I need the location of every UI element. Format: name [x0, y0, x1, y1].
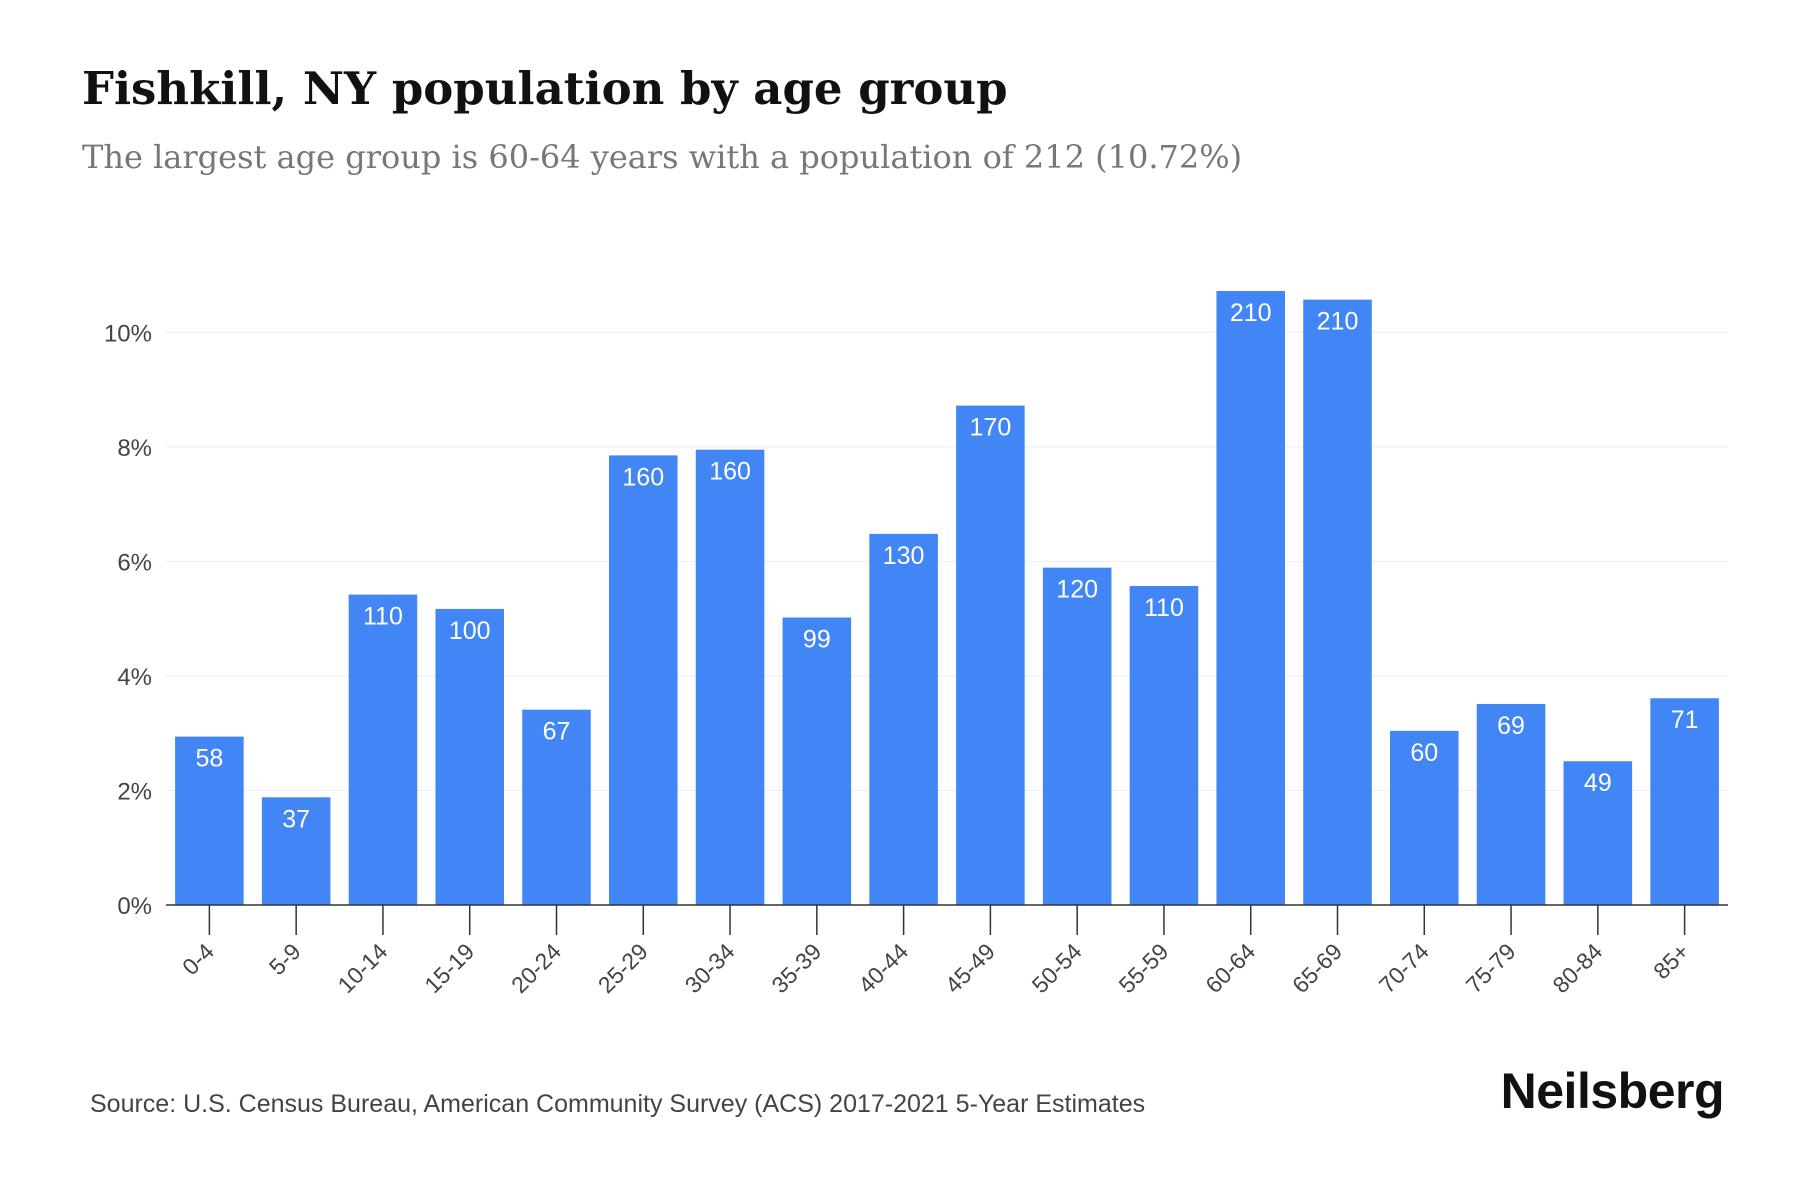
bar — [1650, 698, 1719, 905]
x-tick-label: 40-44 — [853, 938, 913, 998]
x-tick-label: 15-19 — [419, 938, 479, 998]
x-tick-label: 50-54 — [1027, 938, 1087, 998]
bar-data-label: 100 — [449, 617, 491, 645]
brand-logo: Neilsberg — [1500, 1063, 1725, 1119]
bar — [869, 533, 938, 905]
bar-data-label: 110 — [363, 603, 403, 631]
y-tick-label: 4% — [117, 664, 152, 691]
bar-data-label: 71 — [1671, 706, 1699, 734]
bar-data-label: 99 — [803, 625, 831, 653]
bar — [175, 736, 244, 905]
bar — [695, 449, 765, 905]
y-tick-label: 2% — [117, 778, 152, 805]
bar — [435, 608, 504, 905]
x-tick-label: 75-79 — [1461, 938, 1521, 998]
chart-title: Fishkill, NY population by age group — [82, 62, 1008, 115]
chart-subtitle: The largest age group is 60-64 years wit… — [82, 138, 1243, 176]
bar-data-label: 210 — [1317, 308, 1359, 336]
source-note: Source: U.S. Census Bureau, American Com… — [90, 1090, 1146, 1118]
x-tick-label: 20-24 — [506, 938, 566, 998]
y-tick-label: 10% — [104, 320, 152, 347]
bar-data-label: 67 — [543, 718, 571, 746]
bar — [261, 797, 331, 905]
x-tick-label: 35-39 — [766, 938, 826, 998]
bar-data-label: 69 — [1497, 712, 1525, 740]
bar — [348, 594, 418, 905]
bar-data-label: 110 — [1144, 594, 1184, 622]
x-tick-label: 0-4 — [177, 938, 219, 980]
y-tick-label: 0% — [117, 893, 152, 920]
bar-data-label: 160 — [622, 463, 664, 491]
bar-data-label: 170 — [970, 414, 1012, 442]
bar-data-label: 160 — [709, 458, 751, 486]
bar — [1476, 703, 1546, 905]
bar-data-label: 49 — [1584, 769, 1612, 797]
bar — [522, 709, 591, 905]
x-tick-label: 60-64 — [1200, 938, 1260, 998]
y-tick-label: 8% — [117, 435, 152, 462]
x-tick-label: 80-84 — [1547, 938, 1607, 998]
bar — [1390, 730, 1459, 905]
x-tick-label: 55-59 — [1113, 938, 1173, 998]
bar-data-label: 37 — [282, 805, 310, 833]
x-tick-label: 5-9 — [264, 938, 306, 980]
x-tick-label: 25-29 — [593, 938, 653, 998]
x-tick-label: 30-34 — [680, 938, 740, 998]
x-tick-label: 45-49 — [940, 938, 1000, 998]
bar — [1303, 299, 1372, 905]
x-tick-label: 70-74 — [1374, 938, 1434, 998]
bar — [1216, 291, 1285, 905]
bar-data-label: 58 — [195, 745, 223, 773]
y-tick-label: 6% — [117, 549, 152, 576]
x-tick-label: 85+ — [1648, 938, 1694, 984]
bar — [1129, 585, 1199, 905]
bar-data-label: 130 — [883, 542, 925, 570]
bar — [1563, 761, 1633, 905]
bar — [956, 405, 1025, 905]
bar-data-label: 210 — [1230, 299, 1272, 327]
bar — [1042, 567, 1112, 905]
x-tick-label: 65-69 — [1287, 938, 1347, 998]
bar — [782, 617, 852, 905]
bar-data-label: 60 — [1410, 739, 1438, 767]
bar-data-label: 120 — [1056, 576, 1098, 604]
x-tick-label: 10-14 — [332, 938, 392, 998]
bar — [609, 455, 678, 905]
